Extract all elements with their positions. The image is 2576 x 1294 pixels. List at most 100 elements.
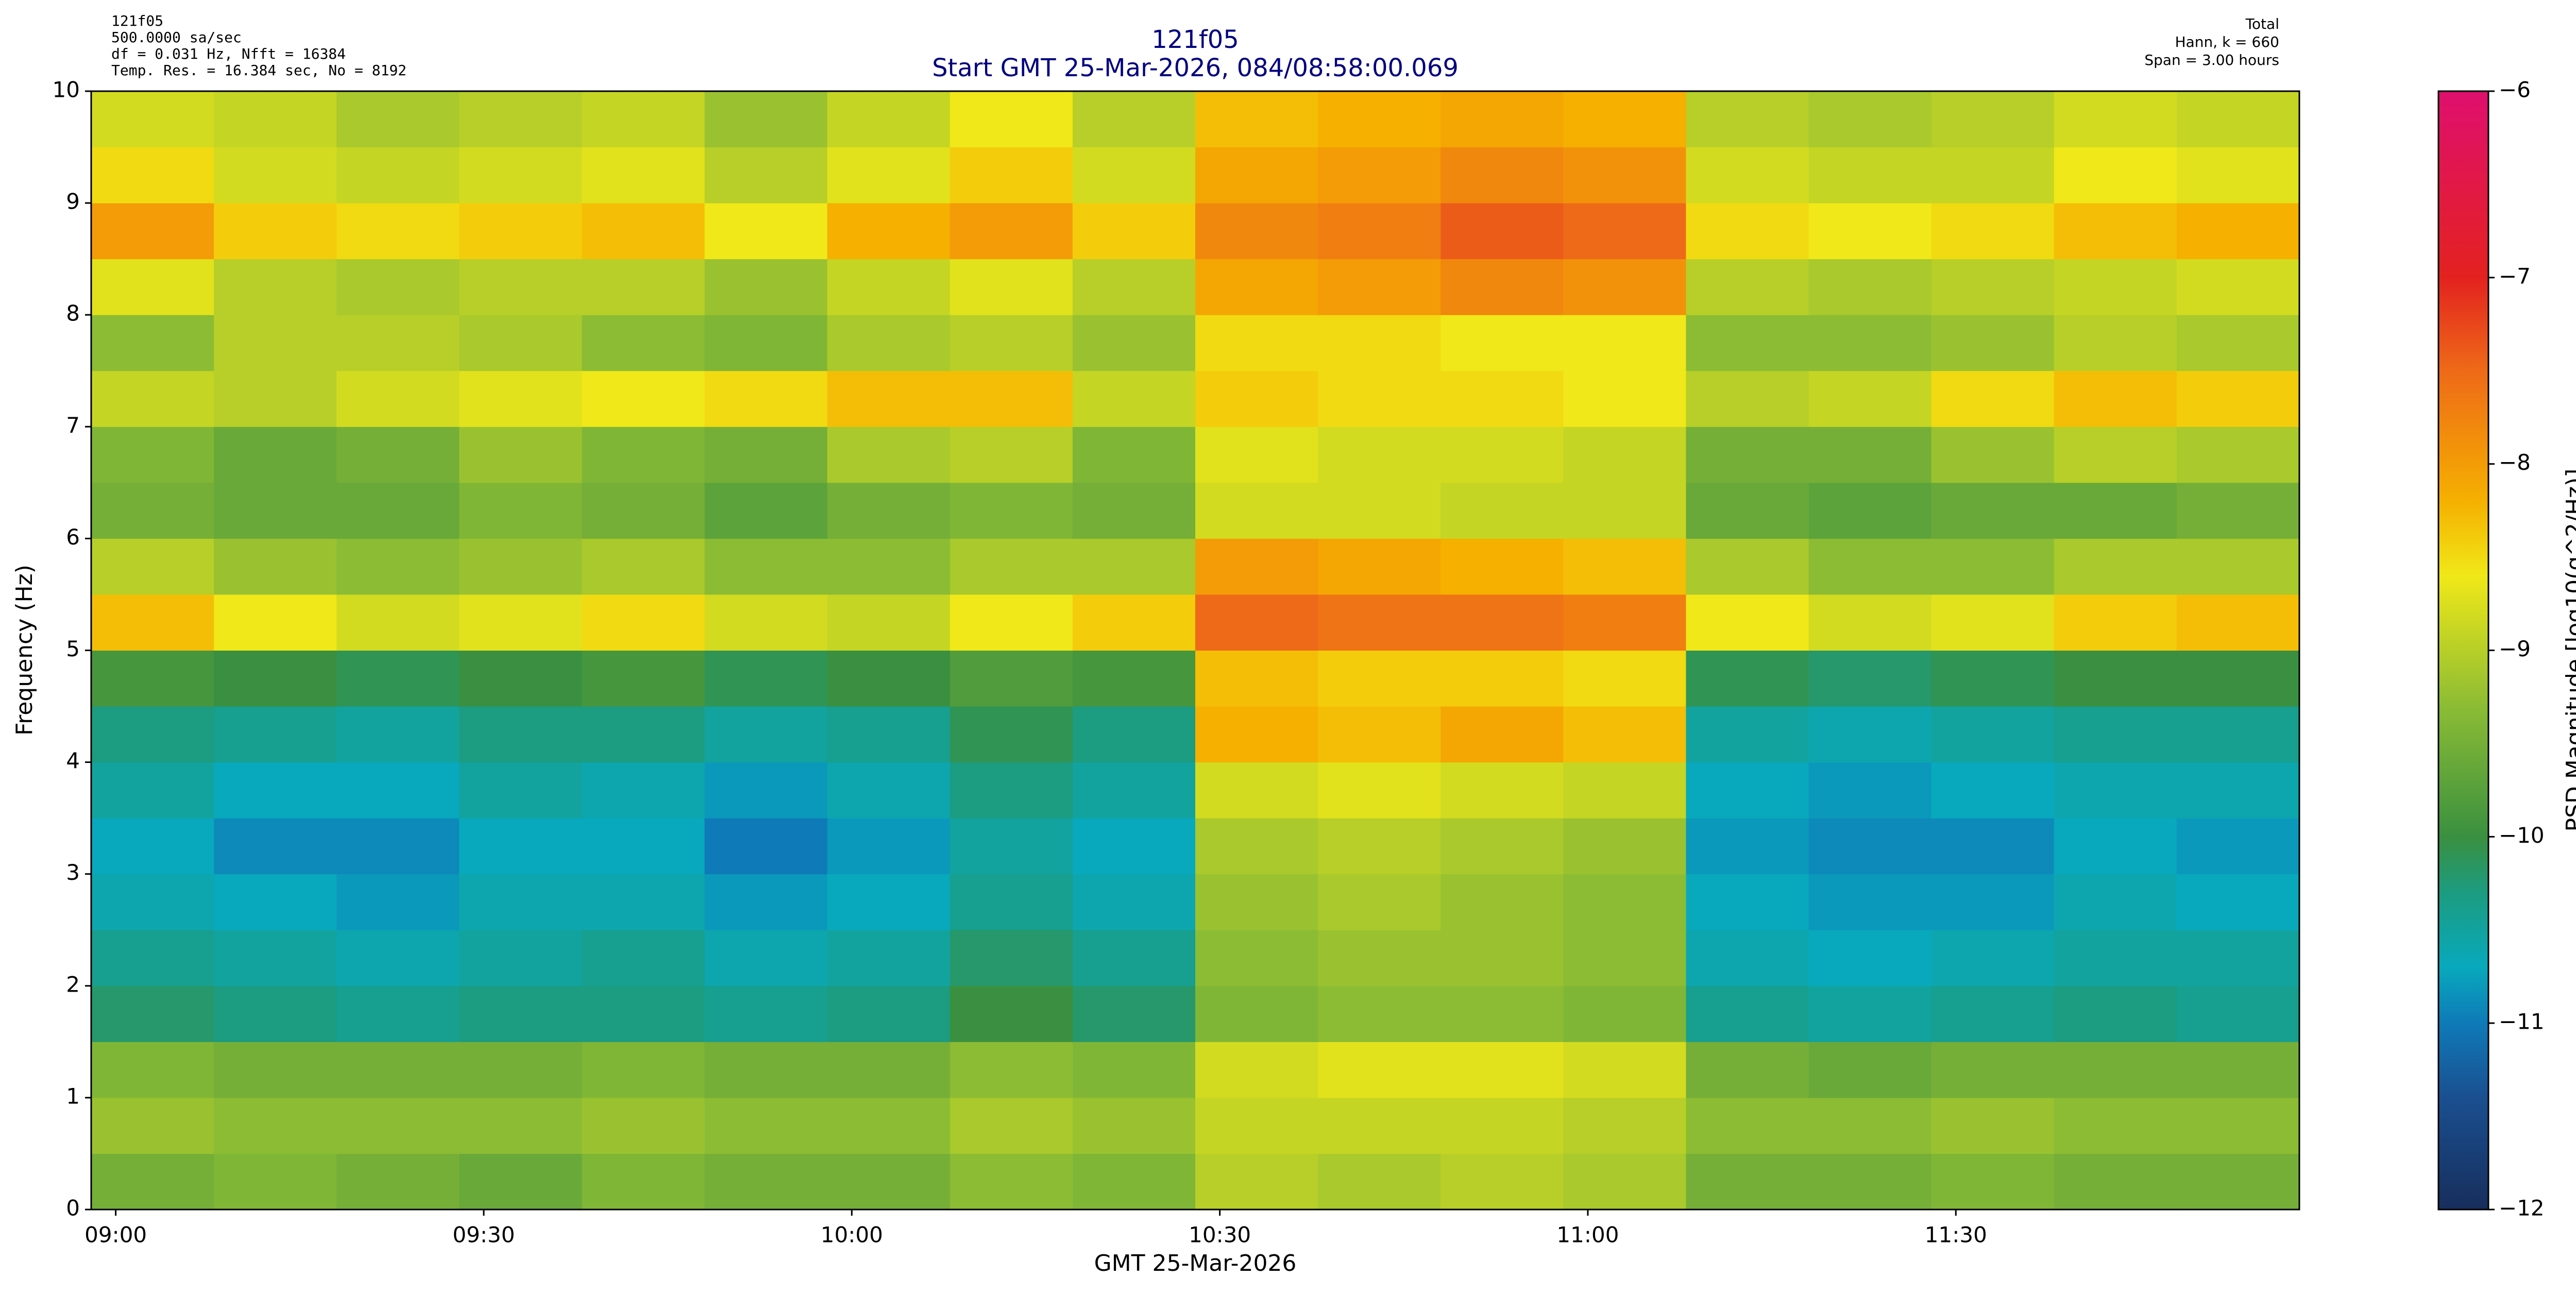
heatmap-cell xyxy=(827,147,951,203)
heatmap-cell xyxy=(1318,1042,1441,1098)
heatmap-cell xyxy=(1195,370,1318,427)
heatmap-cell xyxy=(1931,650,2055,707)
heatmap-cell xyxy=(1072,538,1196,595)
heatmap-cell xyxy=(459,203,582,260)
heatmap-cell xyxy=(1686,930,1809,986)
heatmap-cell xyxy=(2176,427,2300,483)
heatmap-cell xyxy=(827,650,951,707)
heatmap-cell xyxy=(1563,482,1686,539)
y-tick-label: 8 xyxy=(66,301,80,326)
heatmap-cell xyxy=(214,370,337,427)
heatmap-cell xyxy=(1072,1097,1196,1154)
heatmap-cell xyxy=(1808,930,1932,986)
colorbar-tick-label: −11 xyxy=(2499,1009,2545,1034)
heatmap-cell xyxy=(1563,594,1686,651)
heatmap-cell xyxy=(1072,1153,1196,1210)
heatmap-cell xyxy=(1195,762,1318,819)
heatmap-cell xyxy=(214,650,337,707)
heatmap-cell xyxy=(582,706,705,763)
heatmap-cell xyxy=(950,1153,1073,1210)
heatmap-cell xyxy=(214,203,337,260)
heatmap-cell xyxy=(2054,985,2177,1042)
heatmap-cell xyxy=(704,147,828,203)
heatmap-cell xyxy=(1195,930,1318,986)
heatmap-cell xyxy=(1563,370,1686,427)
heatmap-cell xyxy=(91,1097,214,1154)
heatmap-cell xyxy=(1686,818,1809,875)
heatmap-cell xyxy=(459,706,582,763)
heatmap-cell xyxy=(827,427,951,483)
heatmap-cell xyxy=(704,650,828,707)
heatmap-cell xyxy=(704,818,828,875)
heatmap-cell xyxy=(1195,91,1318,148)
heatmap-cell xyxy=(1563,1153,1686,1210)
heatmap-cell xyxy=(336,1097,460,1154)
heatmap-cell xyxy=(582,1042,705,1098)
heatmap-cell xyxy=(1563,315,1686,371)
heatmap-cell xyxy=(1808,1153,1932,1210)
heatmap-cell xyxy=(91,985,214,1042)
colorbar-tick-label: −10 xyxy=(2499,823,2545,848)
heatmap-cell xyxy=(827,874,951,930)
heatmap-cell xyxy=(2176,594,2300,651)
heatmap-cell xyxy=(1686,650,1809,707)
heatmap-cell xyxy=(1931,538,2055,595)
heatmap-cell xyxy=(1072,427,1196,483)
info-left: 500.0000 sa/sec xyxy=(111,29,242,46)
colorbar-tick-label: −6 xyxy=(2499,77,2531,103)
heatmap-cell xyxy=(950,203,1073,260)
heatmap-cell xyxy=(704,1153,828,1210)
y-tick-label: 4 xyxy=(66,748,80,773)
heatmap-cell xyxy=(1072,706,1196,763)
y-tick-label: 1 xyxy=(66,1083,80,1109)
heatmap-cell xyxy=(1440,706,1564,763)
heatmap-cell xyxy=(459,259,582,315)
heatmap-cell xyxy=(336,315,460,371)
heatmap-cell xyxy=(1072,203,1196,260)
heatmap-cell xyxy=(1440,1097,1564,1154)
heatmap-cell xyxy=(336,650,460,707)
heatmap-cell xyxy=(1318,259,1441,315)
heatmap-cell xyxy=(1686,147,1809,203)
heatmap-cell xyxy=(582,538,705,595)
heatmap-cell xyxy=(336,1042,460,1098)
heatmap-cell xyxy=(214,818,337,875)
heatmap-cell xyxy=(950,538,1073,595)
heatmap-cell xyxy=(950,482,1073,539)
heatmap-cell xyxy=(1195,147,1318,203)
heatmap-cell xyxy=(1686,874,1809,930)
heatmap-cell xyxy=(459,370,582,427)
heatmap-cell xyxy=(1931,259,2055,315)
colorbar-tick-label: −8 xyxy=(2499,450,2531,475)
heatmap-cell xyxy=(950,1097,1073,1154)
heatmap-cell xyxy=(582,818,705,875)
heatmap-cell xyxy=(950,147,1073,203)
heatmap-cell xyxy=(1318,538,1441,595)
heatmap-cell xyxy=(214,762,337,819)
heatmap-cell xyxy=(1318,594,1441,651)
heatmap-cell xyxy=(1931,91,2055,148)
heatmap-cell xyxy=(1931,762,2055,819)
heatmap-cell xyxy=(336,594,460,651)
heatmap-cell xyxy=(214,482,337,539)
heatmap-cell xyxy=(1195,482,1318,539)
heatmap-cell xyxy=(1686,762,1809,819)
heatmap-cell xyxy=(827,1153,951,1210)
heatmap-cell xyxy=(582,259,705,315)
heatmap-cell xyxy=(1686,203,1809,260)
heatmap-cell xyxy=(91,930,214,986)
colorbar-label: PSD Magnitude [log10(g^2/Hz)] xyxy=(2562,469,2576,832)
heatmap-cell xyxy=(2054,427,2177,483)
heatmap-cell xyxy=(91,315,214,371)
heatmap-cell xyxy=(336,370,460,427)
heatmap-cell xyxy=(1440,930,1564,986)
heatmap-cell xyxy=(214,1097,337,1154)
x-tick-label: 11:00 xyxy=(1556,1222,1619,1248)
heatmap-cell xyxy=(2054,650,2177,707)
heatmap-cell xyxy=(91,650,214,707)
heatmap-cell xyxy=(1195,874,1318,930)
x-tick-label: 09:00 xyxy=(84,1222,147,1248)
chart-title: 121f05 xyxy=(1151,25,1239,54)
heatmap-cell xyxy=(704,91,828,148)
heatmap-cell xyxy=(2176,538,2300,595)
